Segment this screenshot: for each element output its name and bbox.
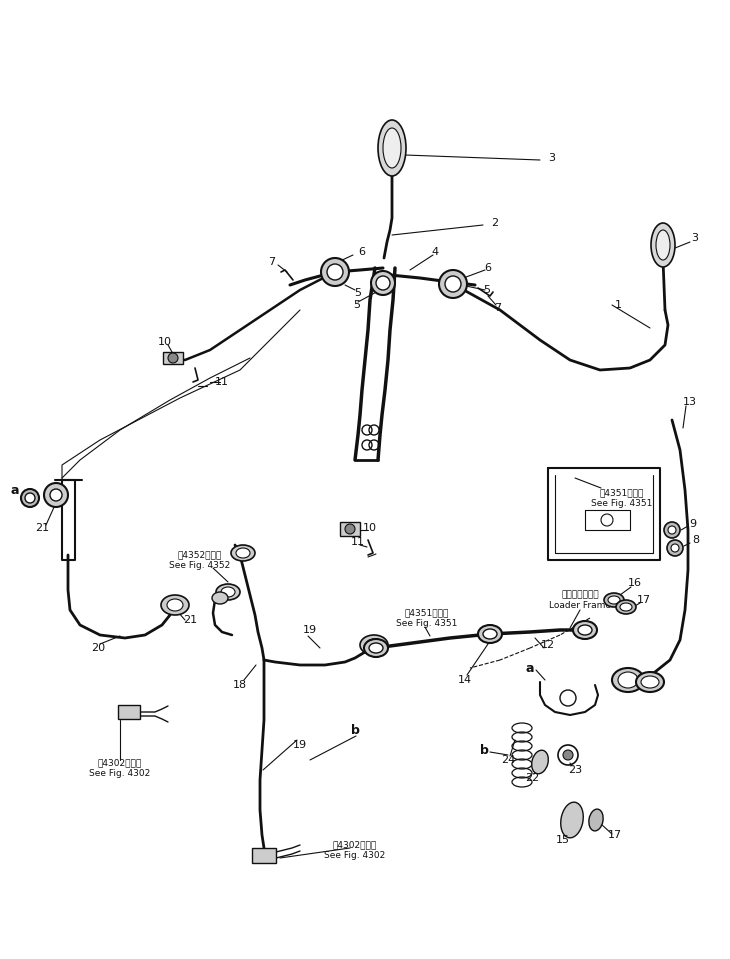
Text: 24: 24 — [501, 755, 515, 765]
Circle shape — [21, 489, 39, 507]
Text: ロータフレーム
Loader Frame: ロータフレーム Loader Frame — [549, 591, 611, 610]
Circle shape — [327, 264, 343, 280]
Text: 11: 11 — [215, 377, 229, 387]
Ellipse shape — [573, 621, 597, 639]
Ellipse shape — [531, 750, 548, 774]
Circle shape — [50, 489, 62, 501]
Circle shape — [168, 353, 178, 363]
Ellipse shape — [561, 802, 583, 838]
Circle shape — [376, 276, 390, 290]
Ellipse shape — [221, 587, 235, 597]
Text: 12: 12 — [541, 640, 555, 650]
Text: 3: 3 — [548, 153, 556, 163]
Ellipse shape — [216, 584, 240, 600]
Ellipse shape — [378, 120, 406, 176]
Ellipse shape — [161, 595, 189, 615]
Bar — [252, 848, 276, 863]
Text: 18: 18 — [233, 680, 247, 690]
Text: 第4352図参照
See Fig. 4352: 第4352図参照 See Fig. 4352 — [169, 550, 231, 570]
Ellipse shape — [369, 643, 383, 653]
Text: a: a — [11, 483, 19, 497]
Circle shape — [671, 544, 679, 552]
Ellipse shape — [620, 603, 632, 611]
Ellipse shape — [366, 639, 382, 651]
Ellipse shape — [656, 230, 670, 260]
Ellipse shape — [364, 639, 388, 657]
Text: 21: 21 — [35, 523, 49, 533]
Text: 7: 7 — [494, 303, 502, 313]
Text: 6: 6 — [358, 247, 366, 257]
Ellipse shape — [604, 593, 624, 607]
Text: b: b — [350, 723, 359, 737]
Text: 19: 19 — [303, 625, 317, 635]
Text: 23: 23 — [568, 765, 582, 775]
Text: 5: 5 — [353, 300, 361, 310]
Text: 17: 17 — [637, 595, 651, 605]
Circle shape — [439, 270, 467, 298]
Circle shape — [345, 524, 355, 534]
Text: 第4351図参照
See Fig. 4351: 第4351図参照 See Fig. 4351 — [591, 488, 653, 507]
Ellipse shape — [641, 676, 659, 688]
Ellipse shape — [608, 596, 620, 604]
Ellipse shape — [578, 625, 592, 635]
Text: 15: 15 — [556, 835, 570, 845]
Bar — [163, 352, 183, 364]
Bar — [340, 522, 360, 536]
Text: 2: 2 — [491, 218, 499, 228]
Circle shape — [371, 271, 395, 295]
Ellipse shape — [360, 635, 388, 655]
Text: 14: 14 — [458, 675, 472, 685]
Ellipse shape — [589, 809, 603, 830]
Text: 20: 20 — [91, 643, 105, 653]
Ellipse shape — [636, 672, 664, 692]
Ellipse shape — [212, 592, 228, 604]
Text: 6: 6 — [485, 263, 491, 273]
Text: 16: 16 — [628, 578, 642, 588]
Ellipse shape — [616, 600, 636, 614]
Text: 4: 4 — [431, 247, 439, 257]
Text: 10: 10 — [363, 523, 377, 533]
Ellipse shape — [167, 599, 183, 611]
Text: 10: 10 — [158, 337, 172, 347]
Ellipse shape — [478, 625, 502, 643]
Text: 19: 19 — [293, 740, 307, 750]
Ellipse shape — [483, 629, 497, 639]
Text: 第4302図参照
See Fig. 4302: 第4302図参照 See Fig. 4302 — [89, 759, 150, 778]
Ellipse shape — [612, 668, 644, 692]
Ellipse shape — [618, 672, 638, 688]
Text: 22: 22 — [525, 773, 539, 783]
Text: 5: 5 — [355, 288, 361, 298]
Circle shape — [321, 258, 349, 286]
Circle shape — [664, 522, 680, 538]
Ellipse shape — [231, 545, 255, 561]
Circle shape — [667, 540, 683, 556]
Text: 17: 17 — [608, 830, 622, 840]
Circle shape — [25, 493, 35, 503]
Text: a: a — [526, 662, 534, 674]
Text: 8: 8 — [693, 535, 699, 545]
Text: 3: 3 — [691, 233, 699, 243]
Text: 第4302図参照
See Fig. 4302: 第4302図参照 See Fig. 4302 — [324, 840, 385, 859]
Bar — [118, 705, 140, 719]
Circle shape — [668, 526, 676, 534]
Circle shape — [44, 483, 68, 507]
Text: 21: 21 — [183, 615, 197, 625]
Text: 1: 1 — [615, 300, 621, 310]
Ellipse shape — [236, 548, 250, 558]
Text: 11: 11 — [351, 537, 365, 547]
Circle shape — [445, 276, 461, 292]
Circle shape — [563, 750, 573, 760]
Text: 7: 7 — [269, 257, 275, 267]
Ellipse shape — [651, 223, 675, 267]
Text: 9: 9 — [689, 519, 696, 529]
Text: 5: 5 — [483, 285, 491, 295]
Text: 第4351図参照
See Fig. 4351: 第4351図参照 See Fig. 4351 — [396, 608, 458, 628]
Text: b: b — [480, 743, 488, 757]
Text: 13: 13 — [683, 397, 697, 407]
Ellipse shape — [383, 128, 401, 168]
